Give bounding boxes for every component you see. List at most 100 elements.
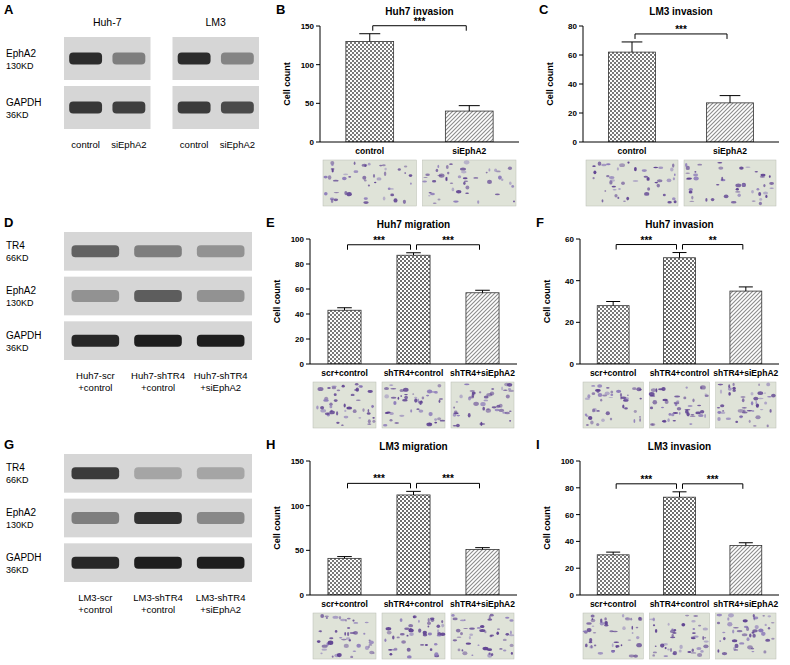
stained-cell [753, 617, 755, 620]
stained-cell [388, 188, 391, 190]
stained-cell [698, 625, 701, 627]
stained-cell [632, 387, 636, 390]
stained-cell [364, 197, 368, 200]
stained-cell [616, 646, 618, 648]
y-tick [306, 595, 310, 596]
stained-cell [766, 383, 770, 387]
error-cap [672, 491, 686, 492]
stained-cell [703, 644, 708, 648]
y-tick [306, 550, 310, 551]
stained-cell [404, 394, 408, 395]
stained-cell [440, 420, 445, 422]
stained-cell [510, 644, 514, 647]
blot-band [72, 512, 120, 524]
stained-cell [368, 185, 370, 187]
stained-cell [639, 418, 641, 422]
bar [328, 558, 361, 595]
stained-cell [410, 409, 412, 412]
stained-cell [751, 392, 754, 396]
blot-band [72, 557, 120, 569]
stained-cell [672, 634, 674, 637]
stained-cell [331, 164, 333, 166]
blot-panel: GTR466KDEphA2130KDGAPDH36KDLM3-scr+contr… [4, 437, 252, 615]
stained-cell [336, 422, 339, 424]
stained-cell [503, 390, 508, 391]
stained-cell [720, 412, 725, 415]
stained-cell [398, 397, 400, 400]
stained-cell [491, 388, 494, 390]
x-axis [310, 595, 517, 596]
stained-cell [733, 627, 739, 629]
stained-cell [457, 415, 461, 417]
stained-cell [592, 409, 595, 413]
stained-cell [704, 641, 709, 643]
stained-cell [373, 174, 375, 178]
stained-cell [484, 631, 486, 634]
stained-cell [677, 407, 681, 410]
stained-cell [596, 423, 599, 426]
y-axis [580, 239, 581, 364]
stained-cell [717, 614, 723, 617]
stained-cell [453, 639, 457, 641]
lane-label-line: LM3-scr [78, 592, 112, 603]
stained-cell [401, 640, 406, 643]
stained-cell [689, 423, 692, 425]
error-bar [359, 34, 380, 42]
stained-cell [330, 405, 333, 408]
stained-cell [363, 633, 365, 635]
stained-cell [625, 617, 630, 620]
y-axis [310, 461, 311, 595]
stained-cell [597, 390, 600, 394]
stained-cell [332, 169, 334, 173]
x-tick-label: shTR4+siEphA2 [713, 368, 778, 378]
micrograph [323, 160, 417, 206]
stained-cell [317, 640, 321, 643]
stained-cell [745, 167, 750, 168]
stained-cell [487, 618, 492, 620]
stained-cell [691, 196, 693, 200]
stained-cell [756, 401, 758, 405]
blot-band [72, 290, 120, 302]
error-stem [469, 106, 470, 111]
chart-title: LM3 migration [379, 441, 447, 452]
stained-cell [703, 627, 708, 630]
stained-cell [332, 655, 334, 657]
stained-cell [490, 634, 494, 636]
stained-cell [362, 164, 368, 167]
bar [397, 495, 430, 595]
stained-cell [651, 423, 655, 426]
stained-cell [484, 400, 489, 402]
stained-cell [620, 393, 622, 397]
stained-cell [719, 640, 721, 642]
stained-cell [379, 165, 382, 167]
blot-band [197, 335, 245, 347]
stained-cell [419, 409, 424, 412]
stained-cell [704, 637, 706, 638]
stained-cell [351, 394, 355, 396]
stained-cell [593, 177, 595, 179]
stained-cell [654, 182, 657, 183]
stained-cell [362, 408, 364, 412]
y-tick [579, 55, 583, 56]
stained-cell [347, 192, 352, 196]
stained-cell [610, 394, 613, 396]
y-tick [579, 113, 583, 114]
stained-cell [390, 388, 396, 389]
x-tick-label: control [355, 146, 384, 156]
stained-cell [423, 177, 427, 178]
blot-band [197, 245, 245, 257]
stained-cell [693, 177, 698, 181]
stained-cell [388, 649, 392, 651]
stained-cell [334, 399, 338, 402]
stained-cell [423, 634, 428, 637]
stained-cell [404, 165, 407, 167]
stained-cell [592, 626, 595, 627]
y-tick-label: 80 [295, 260, 304, 269]
error-cap [337, 556, 352, 557]
lane-label-line: Huh7-scr [76, 370, 115, 381]
y-tick-label: 80 [565, 484, 574, 493]
stained-cell [613, 189, 617, 190]
y-tick-label: 40 [295, 310, 304, 319]
stained-cell [469, 636, 471, 639]
stained-cell [340, 619, 346, 621]
